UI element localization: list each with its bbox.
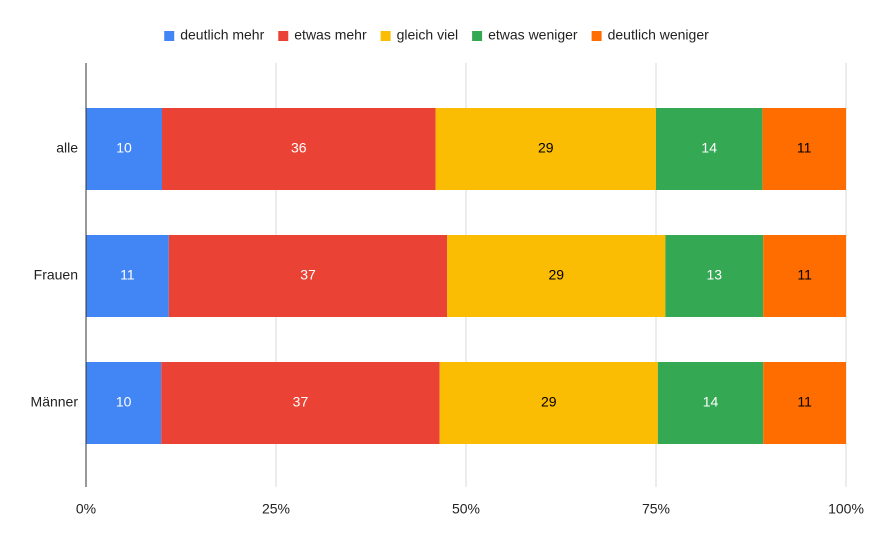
legend-label: deutlich weniger — [608, 27, 710, 43]
data-label: 29 — [549, 267, 565, 283]
bar-segment — [435, 108, 656, 190]
legend: deutlich mehr etwas mehr gleich viel etwas … — [164, 27, 709, 43]
legend-swatch — [472, 31, 483, 41]
bar-segment — [665, 235, 764, 317]
data-label: 14 — [701, 140, 717, 156]
bar-segment — [763, 235, 846, 317]
x-tick-label: 0% — [76, 501, 96, 517]
bar-segment — [656, 108, 763, 190]
legend-swatch — [164, 31, 175, 41]
data-label: 10 — [116, 140, 132, 156]
data-label: 11 — [797, 394, 812, 410]
data-label: 11 — [120, 267, 135, 283]
data-label: 13 — [707, 267, 723, 283]
category-label: Frauen — [34, 267, 78, 283]
category-label: alle — [56, 140, 78, 156]
data-label: 10 — [116, 394, 132, 410]
category-label: Männer — [31, 394, 79, 410]
bar-segment — [762, 108, 846, 190]
x-tick-label: 100% — [828, 501, 864, 517]
legend-swatch — [380, 31, 391, 41]
legend-item: deutlich mehr — [164, 27, 265, 43]
legend-item: etwas mehr — [278, 27, 367, 43]
data-label: 14 — [703, 394, 719, 410]
legend-swatch — [591, 31, 602, 41]
bar-segment — [763, 362, 846, 444]
bar-segment — [162, 108, 436, 190]
data-label: 29 — [538, 140, 554, 156]
legend-label: etwas mehr — [294, 27, 367, 43]
data-label: 37 — [300, 267, 316, 283]
data-label: 11 — [797, 140, 812, 156]
bar-segment — [439, 362, 658, 444]
legend-swatch — [278, 31, 289, 41]
bars: 10 36 29 14 11 11 37 29 13 11 10 37 29 14 11 — [86, 108, 846, 444]
legend-item: etwas weniger — [472, 27, 578, 43]
x-tick-label: 25% — [262, 501, 290, 517]
legend-label: deutlich mehr — [180, 27, 264, 43]
legend-item: gleich viel — [380, 27, 458, 43]
data-label: 37 — [293, 394, 309, 410]
axes: 0% 25% 50% 75% 100% alle Frauen Männer — [31, 63, 864, 517]
bar-segment — [86, 362, 162, 444]
data-label: 11 — [797, 267, 812, 283]
legend-label: etwas weniger — [488, 27, 578, 43]
bar-segment — [657, 362, 764, 444]
data-label: 36 — [291, 140, 307, 156]
legend-label: gleich viel — [397, 27, 458, 43]
bar-segment — [161, 362, 440, 444]
legend-item: deutlich weniger — [591, 27, 710, 43]
bar-segment — [86, 108, 162, 190]
data-label: 29 — [541, 394, 557, 410]
x-tick-label: 75% — [642, 501, 670, 517]
x-tick-label: 50% — [452, 501, 480, 517]
bar-segment — [168, 235, 448, 317]
bar-segment — [86, 235, 169, 317]
bar-segment — [447, 235, 666, 317]
